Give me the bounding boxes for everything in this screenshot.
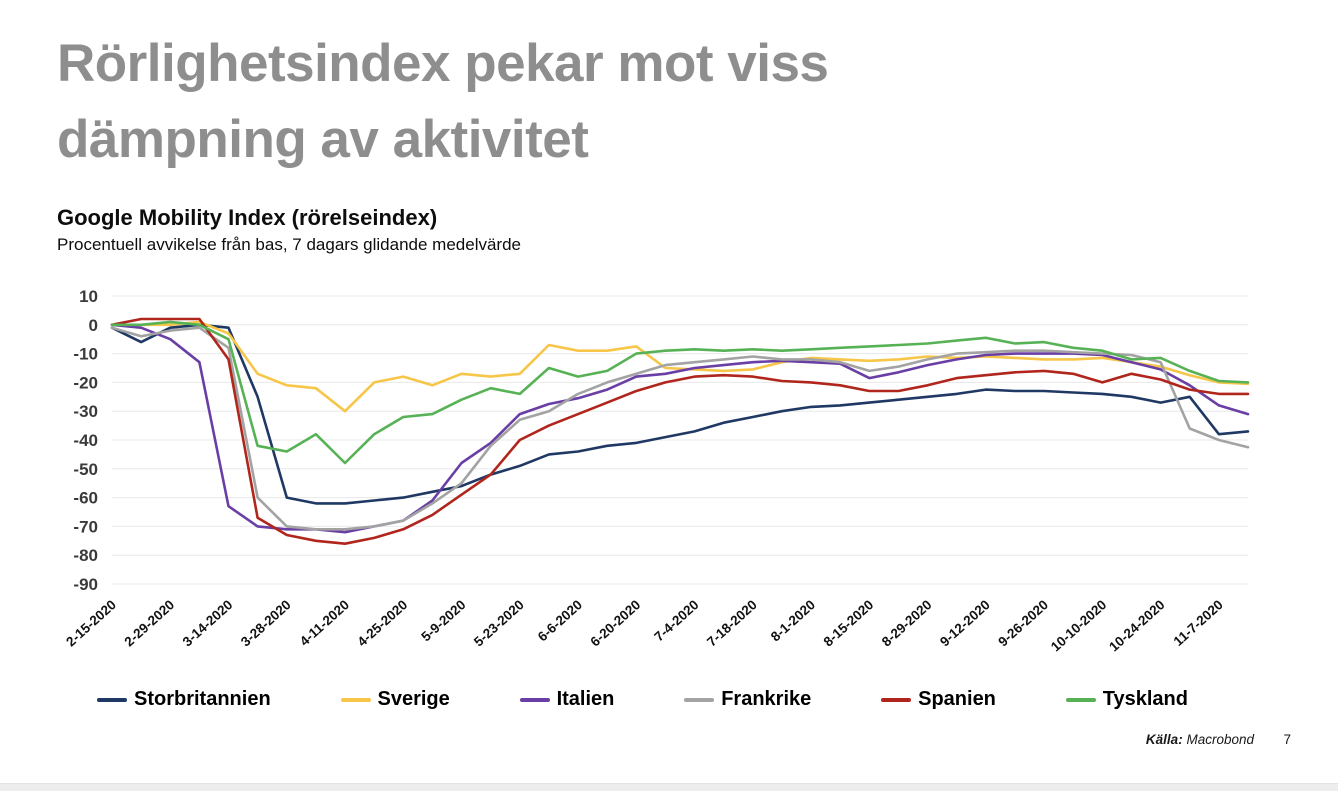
x-axis-tick-label: 6-20-2020 [588,597,644,649]
series-line-sverige [110,320,1250,413]
y-axis-tick-label: -10 [73,345,98,364]
x-axis-tick-label: 2-15-2020 [63,597,119,649]
legend-label: Tyskland [1102,688,1188,710]
y-axis-tick-label: -60 [73,489,98,508]
legend-item-sverige: Sverige [340,688,450,711]
source-label: Källa: [1145,732,1183,747]
slide-title-line2: dämpning av aktivitet [57,110,589,170]
x-axis-tick-label: 11-7-2020 [1171,597,1226,649]
legend-item-tyskland: Tyskland [1065,688,1188,711]
x-axis-tick-label: 5-23-2020 [471,597,527,649]
x-axis-tick-label: 8-15-2020 [821,597,877,649]
y-axis-tick-label: 0 [89,316,98,335]
y-axis-tick-label: -30 [73,402,98,421]
x-axis-tick-label: 7-18-2020 [704,597,760,649]
slide-title-line1: Rörlighetsindex pekar mot viss [57,34,829,93]
legend-swatch-spanien [881,697,912,702]
legend-label: Storbritannien [134,688,271,710]
source-note: Källa: Macrobond [1146,732,1254,747]
legend-swatch-tyskland [1065,697,1096,702]
x-axis-tick-label: 8-1-2020 [768,597,818,644]
chart-legend: Storbritannien Sverige Italien Frankrike Spa… [97,688,1188,711]
x-axis-tick-label: 4-25-2020 [355,597,411,649]
y-axis-tick-label: 10 [79,287,98,306]
slide-title: Rörlighetsindex pekar mot viss dämpning … [57,26,1057,179]
y-axis-tick-label: -20 [73,373,98,392]
legend-label: Frankrike [721,688,812,710]
bottom-divider [0,783,1338,791]
chart-subheading: Procentuell avvikelse från bas, 7 dagars… [57,235,521,254]
y-axis-tick-label: -80 [73,546,98,565]
series-line-italien [110,323,1250,534]
series-line-frankrike [110,326,1250,531]
x-axis-tick-label: 3-14-2020 [180,597,236,649]
x-axis-tick-label: 7-4-2020 [651,597,701,644]
series-line-spanien [110,317,1250,546]
x-axis-tick-label: 5-9-2020 [418,597,468,644]
legend-item-frankrike: Frankrike [684,688,811,711]
legend-item-storbritannien: Storbritannien [97,688,271,711]
legend-label: Spanien [918,688,996,710]
x-axis-tick-label: 2-29-2020 [121,597,177,649]
x-axis-tick-label: 10-10-2020 [1048,597,1109,654]
legend-swatch-italien [519,697,550,702]
y-axis-tick-label: -90 [73,575,98,594]
legend-swatch-storbritannien [97,697,127,702]
y-axis-tick-label: -70 [73,517,98,536]
source-value: Macrobond [1186,732,1254,747]
x-axis-tick-label: 9-26-2020 [995,597,1051,649]
series-line-storbritannien [110,323,1250,505]
legend-item-italien: Italien [519,688,615,711]
legend-swatch-frankrike [684,697,715,702]
legend-label: Italien [556,688,615,710]
x-axis-tick-label: 3-28-2020 [238,597,294,649]
chart-heading: Google Mobility Index (rörelseindex) [57,205,438,230]
legend-swatch-sverige [340,697,371,702]
page-number: 7 [1283,732,1291,747]
x-axis-tick-label: 8-29-2020 [879,597,935,649]
x-axis-tick-label: 10-24-2020 [1106,597,1167,654]
series-line-tyskland [110,320,1250,465]
mobility-line-chart: 10 0 -10 -20 -30 -40 -50 -60 -70 -80 -90 2-15-2020 2… [63,287,1250,654]
x-axis-tick-label: 4-11-2020 [297,597,352,649]
y-axis-tick-label: -40 [73,431,98,450]
legend-label: Sverige [377,688,450,710]
y-axis-tick-label: -50 [73,460,98,479]
legend-item-spanien: Spanien [881,688,996,711]
x-axis-tick-label: 9-12-2020 [937,597,993,649]
x-axis-tick-label: 6-6-2020 [535,597,585,644]
